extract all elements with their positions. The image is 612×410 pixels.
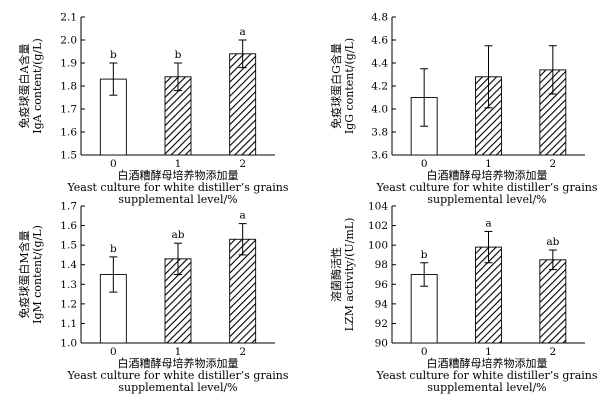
bar xyxy=(229,53,257,156)
y-tick-label: 4.0 xyxy=(371,104,388,116)
y-tick-label: 1.0 xyxy=(60,338,77,350)
y-tick-label: 2.1 xyxy=(60,12,77,24)
y-axis-title-en: LZM activity/(U/mL) xyxy=(343,218,356,332)
y-axis-title-en: IgG content/(g/L) xyxy=(343,38,356,134)
y-axis-title-en: IgM content/(g/L) xyxy=(31,225,44,324)
bar xyxy=(229,238,257,344)
y-tick-label: 90 xyxy=(375,338,388,350)
y-tick-label: 1.7 xyxy=(60,104,77,116)
bar xyxy=(539,259,567,344)
chart-panel-3: 1.0 1.1 1.2 1.3 1.4 1.5 1.6 1.7 b 0 ab 1 a 2白酒糟酵母培养物添… xyxy=(17,201,289,395)
y-tick-label: 1.8 xyxy=(60,81,77,93)
y-tick-label: 4.8 xyxy=(371,12,388,24)
y-tick-label: 94 xyxy=(375,298,389,310)
y-axis-title-cn: 免疫球蛋白A含量 xyxy=(17,44,31,129)
y-tick-label: 3.8 xyxy=(371,127,388,139)
significance-label: a xyxy=(240,210,246,222)
significance-label: b xyxy=(421,249,428,261)
x-tick-label: 0 xyxy=(110,158,117,170)
y-axis-title-cn: 免疫球蛋白M含量 xyxy=(17,230,31,318)
y-tick-label: 1.7 xyxy=(60,201,77,213)
y-tick-label: 96 xyxy=(375,279,389,291)
y-tick-label: 4.4 xyxy=(371,58,388,70)
x-axis-title-cn: 白酒糟酵母培养物添加量 xyxy=(427,168,548,182)
y-axis-title-en: IgA content/(g/L) xyxy=(31,38,44,133)
x-tick-label: 1 xyxy=(175,346,182,358)
y-tick-label: 100 xyxy=(368,240,388,252)
y-axis-title-cn: 溶菌酶活性 xyxy=(329,247,343,302)
y-tick-label: 1.6 xyxy=(60,127,77,139)
significance-label: ab xyxy=(172,229,185,241)
x-tick-label: 2 xyxy=(239,346,246,358)
chart-panel-2: 3.6 3.8 4.0 4.2 4.4 4.6 4.8 0 1 2白酒糟酵母培养物添加量Yeast… xyxy=(329,12,598,207)
y-tick-label: 2.0 xyxy=(60,35,77,47)
x-axis-title-en-unit: supplemental level/% xyxy=(427,193,546,206)
x-axis-title-en-unit: supplemental level/% xyxy=(118,193,237,206)
x-tick-label: 1 xyxy=(175,158,182,170)
y-tick-label: 1.9 xyxy=(60,58,77,70)
y-tick-label: 1.2 xyxy=(60,298,77,310)
y-tick-label: 1.5 xyxy=(60,240,77,252)
significance-label: b xyxy=(175,49,182,61)
y-tick-label: 102 xyxy=(368,220,388,232)
significance-label: a xyxy=(485,217,491,229)
chart-panel-1: 1.5 1.6 1.7 1.8 1.9 2.0 2.1 b 0 b 1 a 2白酒糟酵母培养物添加量Ye… xyxy=(17,12,289,207)
y-tick-label: 1.1 xyxy=(60,318,77,330)
x-axis-title-cn: 白酒糟酵母培养物添加量 xyxy=(118,168,239,182)
y-tick-label: 4.2 xyxy=(371,81,388,93)
y-tick-label: 104 xyxy=(368,201,388,213)
y-tick-label: 98 xyxy=(375,259,388,271)
x-tick-label: 2 xyxy=(239,158,246,170)
y-tick-label: 1.3 xyxy=(60,279,77,291)
significance-label: a xyxy=(240,26,246,38)
x-tick-label: 2 xyxy=(549,158,556,170)
x-axis-title-en: Yeast culture for white distiller’s grai… xyxy=(375,369,597,382)
x-tick-label: 0 xyxy=(421,158,428,170)
y-tick-label: 4.6 xyxy=(371,35,388,47)
x-axis-title-en: Yeast culture for white distiller’s grai… xyxy=(66,181,288,194)
x-axis-title-cn: 白酒糟酵母培养物添加量 xyxy=(118,356,239,370)
x-axis-title-cn: 白酒糟酵母培养物添加量 xyxy=(427,356,548,370)
y-axis-title-cn: 免疫球蛋白G含量 xyxy=(329,43,343,129)
y-tick-label: 3.6 xyxy=(371,150,388,162)
y-tick-label: 92 xyxy=(375,318,388,330)
x-tick-label: 0 xyxy=(110,346,117,358)
y-tick-label: 1.4 xyxy=(60,259,77,271)
x-tick-label: 0 xyxy=(421,346,428,358)
y-tick-label: 1.5 xyxy=(60,150,77,162)
significance-label: ab xyxy=(546,236,559,248)
x-axis-title-en-unit: supplemental level/% xyxy=(427,381,546,394)
x-tick-label: 1 xyxy=(485,158,492,170)
x-axis-title-en-unit: supplemental level/% xyxy=(118,381,237,394)
significance-label: b xyxy=(110,243,117,255)
x-tick-label: 2 xyxy=(549,346,556,358)
x-tick-label: 1 xyxy=(485,346,492,358)
significance-label: b xyxy=(110,49,117,61)
x-axis-title-en: Yeast culture for white distiller’s grai… xyxy=(66,369,288,382)
chart-panel-4: 90 92 94 96 98 100 102 104 b 0 a 1 ab 2白酒糟酵母培养物添加量Yea… xyxy=(329,201,598,395)
x-axis-title-en: Yeast culture for white distiller’s grai… xyxy=(375,181,597,194)
y-tick-label: 1.6 xyxy=(60,220,77,232)
